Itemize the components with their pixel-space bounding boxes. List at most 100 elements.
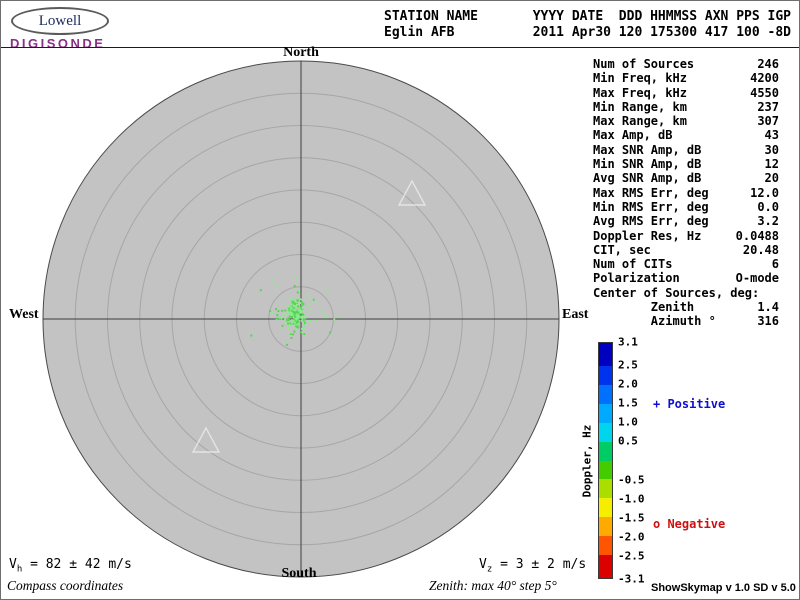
source-dot	[307, 320, 310, 323]
stat-row: Max RMS Err, deg 12.0	[593, 186, 779, 200]
software-version-label: ShowSkymap v 1.0 SD v 5.0	[651, 582, 796, 594]
source-dot	[320, 309, 322, 312]
source-dot	[296, 299, 299, 302]
source-dot	[315, 319, 318, 322]
stat-row: Max Amp, dB 43	[593, 128, 779, 142]
coordinates-note: Compass coordinates	[7, 578, 124, 593]
stat-value: 12	[764, 157, 779, 172]
stat-label: Zenith	[593, 300, 695, 315]
source-dot	[297, 317, 300, 320]
colorbar-tick-label: -3.1	[618, 572, 645, 586]
source-dot	[308, 297, 311, 300]
stat-value: 0.0	[757, 199, 779, 214]
colorbar-tick-label: 1.0	[618, 415, 638, 429]
source-dot	[288, 309, 291, 312]
vh-value: = 82 ± 42 m/s	[22, 557, 132, 572]
source-dot	[291, 316, 293, 319]
source-dot	[295, 301, 298, 304]
source-dot	[293, 330, 296, 333]
source-dot	[325, 289, 328, 292]
source-dot	[271, 311, 274, 314]
source-dot	[296, 314, 299, 317]
source-dot	[287, 309, 290, 312]
source-dot	[299, 316, 302, 319]
source-dot	[301, 315, 304, 318]
source-dot	[289, 298, 292, 301]
colorbar-segment	[599, 365, 612, 385]
vertical-velocity-readout: Vz = 3 ± 2 m/s	[479, 557, 586, 575]
positive-doppler-legend: + Positive	[653, 397, 726, 411]
vh-symbol: V	[9, 557, 17, 572]
source-dot	[301, 317, 304, 320]
source-dot	[291, 301, 294, 304]
source-dot	[297, 305, 300, 308]
compass-label-west: West	[9, 307, 39, 322]
colorbar-segment	[599, 384, 612, 404]
source-dot	[271, 278, 274, 281]
colorbar-tick-label: -2.5	[618, 549, 645, 563]
stat-label: Max Freq, kHz	[593, 85, 687, 100]
stat-label: Center of Sources, deg:	[593, 285, 760, 300]
source-dot	[290, 303, 293, 306]
header-column-titles: STATION NAME YYYY DATE DDD HHMMSS AXN PP…	[384, 9, 791, 24]
stat-label: Max Range, km	[593, 114, 687, 129]
source-dot	[337, 316, 340, 319]
source-dot	[290, 337, 293, 339]
source-dot	[291, 302, 294, 305]
stat-label: Min Freq, kHz	[593, 71, 687, 86]
source-dot	[285, 343, 288, 346]
source-dot	[288, 311, 291, 314]
source-dots-cluster	[250, 277, 340, 346]
source-dot	[275, 308, 277, 311]
stat-value: 20	[764, 171, 779, 186]
source-dot	[325, 316, 328, 319]
stat-label: Min SNR Amp, dB	[593, 157, 702, 172]
stat-value: 1.4	[757, 300, 779, 315]
stat-row: Azimuth ° 316	[593, 314, 779, 328]
source-dot	[295, 318, 298, 321]
source-dot	[304, 321, 306, 324]
source-dot	[297, 289, 300, 292]
colorbar-tick-label: 0.5	[618, 434, 638, 448]
colorbar-tick-label: -0.5	[618, 473, 645, 487]
zenith-scale-note: Zenith: max 40° step 5°	[429, 578, 557, 593]
colorbar-segment	[599, 517, 612, 537]
source-dot	[294, 324, 297, 326]
source-dot	[300, 301, 303, 304]
stat-value: 12.0	[750, 185, 779, 200]
source-dot	[287, 327, 290, 330]
negative-doppler-legend: o Negative	[653, 517, 726, 531]
source-dot	[296, 296, 299, 299]
source-dot	[289, 331, 292, 334]
vz-subscript: z	[486, 564, 493, 575]
source-dot	[292, 318, 295, 320]
triangle-marker-southwest	[191, 426, 221, 453]
stat-row: Max SNR Amp, dB 30	[593, 143, 779, 157]
colorbar-segment	[599, 441, 612, 461]
source-dot	[289, 312, 292, 315]
source-dot	[296, 311, 299, 314]
source-dot	[306, 294, 309, 297]
source-dot	[293, 285, 296, 287]
source-dot	[305, 316, 308, 319]
stat-row: Zenith 1.4	[593, 300, 779, 314]
colorbar-tick-label: -2.0	[618, 530, 645, 544]
source-dot	[293, 299, 296, 302]
colorbar-tick-label: 1.5	[618, 396, 638, 410]
source-dot	[294, 321, 297, 324]
colorbar-tick-label: -1.5	[618, 511, 645, 525]
source-dot	[292, 319, 295, 322]
source-dot	[293, 311, 296, 314]
source-dot	[303, 333, 306, 335]
source-dot	[302, 302, 305, 305]
source-dot	[293, 306, 296, 309]
source-dot	[294, 315, 297, 318]
source-dot	[329, 331, 332, 334]
stat-value: 20.48	[742, 242, 779, 257]
vz-value: = 3 ± 2 m/s	[492, 557, 587, 572]
lowell-logo-oval: Lowell	[11, 7, 109, 35]
source-dot	[301, 327, 303, 330]
vz-symbol: V	[479, 557, 487, 572]
